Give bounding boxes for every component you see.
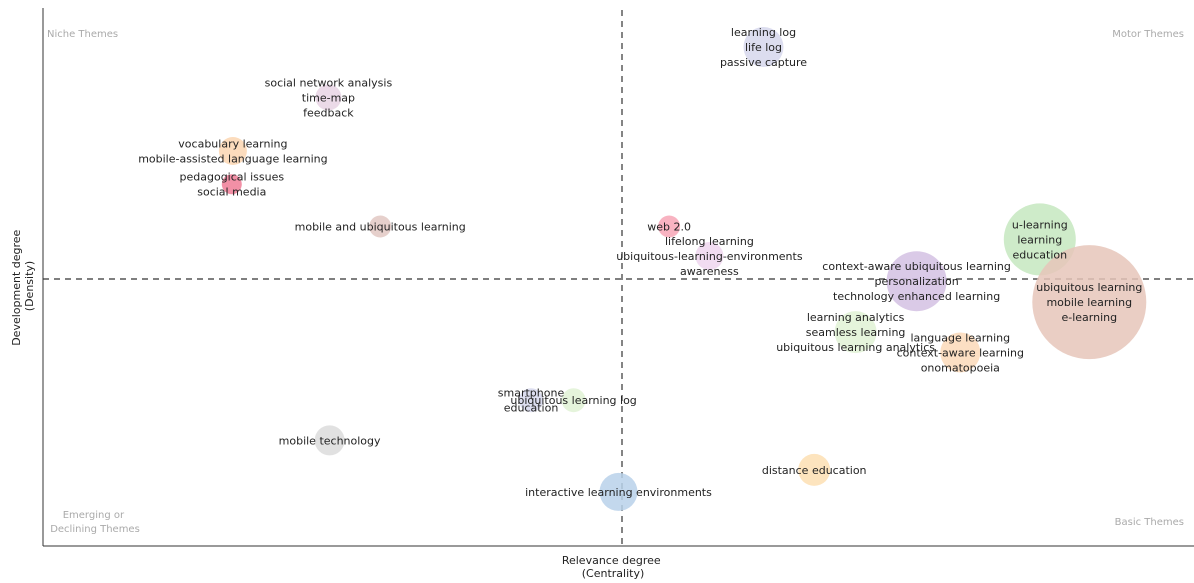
cluster-term: ubiquitous-learning-environments	[616, 250, 803, 263]
quadrant-label-basic: Basic Themes	[1115, 517, 1184, 528]
cluster-bubble	[798, 453, 831, 486]
cluster-label: learning analytics seamless learning ubiqu…	[776, 311, 935, 354]
cluster-label: u-learning learning education	[1012, 218, 1068, 261]
cluster-term: mobile-assisted language learning	[138, 153, 327, 166]
cluster-term: mobile learning	[1046, 296, 1132, 309]
cluster-term: onomatopoeia	[921, 362, 1000, 375]
cluster-bubble	[369, 215, 392, 238]
quadrant-label-motor: Motor Themes	[1112, 29, 1184, 40]
cluster-bubble	[940, 332, 981, 373]
cluster-label: context-aware ubiquitous learning persona…	[822, 260, 1011, 303]
cluster-bubble	[218, 137, 247, 165]
cluster-term: life log	[745, 41, 782, 54]
cluster-term: u-learning	[1012, 218, 1068, 231]
cluster-term: education	[504, 402, 559, 415]
cluster-label: interactive learning environments	[525, 486, 712, 499]
cluster-label: mobile and ubiquitous learning	[295, 221, 466, 234]
cluster-bubble	[886, 251, 947, 312]
cluster-term: learning analytics	[807, 311, 905, 324]
cluster-term: lifelong learning	[665, 235, 754, 248]
cluster-term: interactive learning environments	[525, 486, 712, 499]
quadrant-label-basic-line: Basic Themes	[1115, 517, 1184, 528]
cluster-label: vocabulary learning mobile-assisted langu…	[138, 138, 327, 166]
cluster-label: ubiquitous learning mobile learning e-lear…	[1036, 281, 1142, 324]
cluster-term: ubiquitous learning analytics	[776, 341, 935, 354]
cluster-label: web 2.0	[647, 221, 691, 234]
cluster-bubble	[599, 472, 638, 511]
cluster-bubble	[561, 388, 586, 413]
cluster-label: language learning context-aware learning o…	[897, 332, 1024, 375]
cluster-term: learning log	[731, 26, 796, 39]
cluster-label: pedagogical issues social media	[180, 171, 285, 199]
cluster-term: smartphone	[498, 387, 565, 400]
cluster-label: ubiquitous learning log	[510, 394, 636, 407]
quadrant-label-motor-line: Motor Themes	[1112, 29, 1184, 40]
cluster-bubble	[221, 174, 242, 195]
cluster-label: lifelong learning ubiquitous-learning-env…	[616, 235, 803, 278]
cluster-term: social network analysis	[265, 76, 393, 89]
label-layer: social network analysis time-map feedback l…	[138, 26, 1142, 499]
cluster-label: smartphone education	[498, 387, 565, 415]
cluster-bubble	[519, 388, 543, 413]
cluster-bubble	[695, 242, 724, 270]
cluster-term: pedagogical issues	[180, 171, 285, 184]
cluster-term: context-aware ubiquitous learning	[822, 260, 1011, 273]
quadrant-label-emerging-line: Declining Themes	[50, 524, 140, 535]
x-axis-label-line: Relevance degree	[562, 554, 661, 567]
cluster-term: context-aware learning	[897, 347, 1024, 360]
cluster-term: ubiquitous learning log	[510, 394, 636, 407]
cluster-term: time-map	[302, 91, 355, 104]
cluster-term: education	[1013, 248, 1068, 261]
cluster-term: learning	[1017, 233, 1062, 246]
cluster-label: distance education	[762, 464, 867, 477]
bubble-layer	[218, 27, 1147, 511]
cluster-term: feedback	[303, 106, 354, 119]
cluster-term: distance education	[762, 464, 867, 477]
cluster-term: mobile and ubiquitous learning	[295, 221, 466, 234]
quadrant-label-niche-line: Niche Themes	[47, 29, 118, 40]
cluster-bubble	[743, 27, 784, 67]
plot-frame	[42, 8, 1194, 547]
quadrant-label-niche: Niche Themes	[47, 29, 118, 40]
x-axis-label-line: (Centrality)	[582, 567, 645, 580]
quadrant-label-emerging: Emerging or Declining Themes	[50, 510, 140, 535]
cluster-bubble	[658, 215, 681, 238]
cluster-term: personalization	[875, 275, 959, 288]
cluster-bubble	[834, 311, 877, 354]
y-axis-label: Development degree (Density)	[10, 226, 36, 346]
cluster-label: mobile technology	[279, 434, 381, 447]
cluster-term: awareness	[680, 265, 739, 278]
cluster-bubble	[314, 425, 345, 456]
cluster-term: seamless learning	[806, 326, 906, 339]
y-axis-label-line: Development degree	[10, 229, 23, 345]
cluster-term: language learning	[911, 332, 1011, 345]
cluster-term: passive capture	[720, 56, 807, 69]
quadrant-label-emerging-line: Emerging or	[63, 510, 125, 521]
cluster-term: web 2.0	[647, 221, 691, 234]
cluster-bubble	[315, 84, 342, 111]
cluster-label: social network analysis time-map feedback	[265, 76, 393, 119]
cluster-term: mobile technology	[279, 434, 381, 447]
x-axis-label: Relevance degree (Centrality)	[562, 554, 664, 580]
cluster-bubble	[1032, 245, 1147, 360]
cluster-term: social media	[197, 186, 266, 199]
cluster-term: technology enhanced learning	[833, 290, 1000, 303]
cluster-label: learning log life log passive capture	[720, 26, 807, 69]
y-axis-label-line: (Density)	[23, 261, 36, 311]
cluster-term: ubiquitous learning	[1036, 281, 1142, 294]
cluster-term: vocabulary learning	[178, 138, 287, 151]
cluster-term: e-learning	[1061, 311, 1117, 324]
